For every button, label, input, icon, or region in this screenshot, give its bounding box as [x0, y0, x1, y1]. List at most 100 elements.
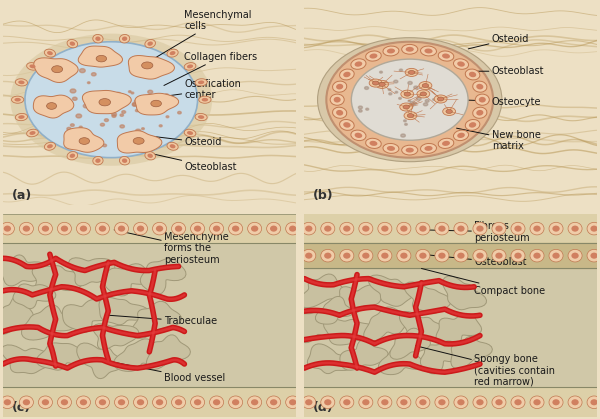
Ellipse shape: [289, 399, 296, 405]
Text: Osteoid: Osteoid: [134, 134, 222, 147]
Ellipse shape: [42, 225, 49, 232]
Circle shape: [398, 98, 401, 99]
Ellipse shape: [420, 92, 427, 96]
Circle shape: [136, 109, 139, 112]
Ellipse shape: [352, 59, 468, 140]
Ellipse shape: [321, 396, 335, 409]
Ellipse shape: [324, 399, 331, 405]
Polygon shape: [421, 341, 461, 374]
Circle shape: [83, 104, 89, 108]
Ellipse shape: [187, 65, 193, 68]
Ellipse shape: [184, 62, 196, 70]
Ellipse shape: [343, 399, 350, 405]
Ellipse shape: [376, 80, 389, 88]
Ellipse shape: [52, 66, 62, 72]
Ellipse shape: [18, 80, 25, 84]
Ellipse shape: [148, 41, 153, 46]
Polygon shape: [297, 312, 338, 343]
Circle shape: [359, 110, 362, 112]
Ellipse shape: [170, 144, 175, 148]
Ellipse shape: [145, 152, 155, 160]
Ellipse shape: [400, 225, 407, 232]
Circle shape: [166, 116, 169, 118]
Polygon shape: [117, 131, 162, 153]
Circle shape: [404, 124, 407, 125]
Ellipse shape: [61, 225, 68, 232]
Ellipse shape: [437, 97, 444, 101]
Ellipse shape: [419, 253, 427, 259]
Text: (c): (c): [12, 401, 31, 414]
Polygon shape: [140, 259, 186, 295]
Circle shape: [94, 60, 100, 64]
Ellipse shape: [419, 399, 427, 405]
Ellipse shape: [387, 146, 395, 151]
Ellipse shape: [401, 90, 414, 98]
Ellipse shape: [465, 69, 480, 80]
Ellipse shape: [533, 399, 541, 405]
Circle shape: [159, 125, 162, 127]
Ellipse shape: [305, 399, 313, 405]
Ellipse shape: [454, 396, 468, 409]
Ellipse shape: [407, 114, 413, 118]
Text: Mesenchymal
cells: Mesenchymal cells: [146, 10, 252, 63]
Ellipse shape: [70, 41, 75, 46]
Ellipse shape: [496, 253, 503, 259]
Ellipse shape: [115, 222, 128, 235]
Ellipse shape: [44, 142, 56, 150]
Polygon shape: [443, 276, 487, 310]
Ellipse shape: [383, 143, 399, 153]
Text: Collagen fibers: Collagen fibers: [164, 52, 257, 85]
Ellipse shape: [476, 84, 484, 90]
Ellipse shape: [406, 47, 414, 52]
Ellipse shape: [42, 399, 49, 405]
Polygon shape: [37, 343, 91, 370]
Ellipse shape: [232, 399, 239, 405]
Ellipse shape: [118, 225, 125, 232]
Ellipse shape: [397, 396, 411, 409]
Ellipse shape: [305, 253, 313, 259]
Ellipse shape: [18, 115, 25, 119]
Ellipse shape: [156, 399, 163, 405]
Ellipse shape: [370, 141, 377, 146]
Text: Mesenchyme
forms the
periosteum: Mesenchyme forms the periosteum: [114, 230, 229, 265]
Polygon shape: [135, 93, 179, 115]
Ellipse shape: [400, 399, 407, 405]
Ellipse shape: [286, 396, 300, 409]
Ellipse shape: [26, 62, 38, 70]
Ellipse shape: [209, 396, 224, 409]
Circle shape: [366, 108, 369, 110]
Circle shape: [365, 87, 368, 89]
Polygon shape: [34, 58, 78, 83]
Ellipse shape: [209, 222, 224, 235]
Bar: [304, 243, 597, 269]
Polygon shape: [400, 312, 446, 342]
Circle shape: [112, 115, 116, 117]
Ellipse shape: [568, 249, 582, 262]
Ellipse shape: [19, 396, 34, 409]
Ellipse shape: [324, 225, 331, 232]
Ellipse shape: [438, 225, 446, 232]
Ellipse shape: [251, 399, 259, 405]
Ellipse shape: [191, 396, 205, 409]
Ellipse shape: [229, 222, 242, 235]
Ellipse shape: [409, 70, 415, 75]
Ellipse shape: [80, 225, 87, 232]
Ellipse shape: [119, 156, 130, 165]
Ellipse shape: [404, 92, 410, 96]
Ellipse shape: [362, 253, 370, 259]
Ellipse shape: [438, 138, 454, 148]
Ellipse shape: [199, 96, 211, 103]
Ellipse shape: [266, 222, 281, 235]
Circle shape: [75, 131, 79, 134]
Ellipse shape: [1, 396, 14, 409]
Ellipse shape: [93, 34, 103, 43]
Ellipse shape: [406, 147, 414, 153]
Polygon shape: [451, 336, 493, 369]
Ellipse shape: [194, 225, 201, 232]
Ellipse shape: [343, 225, 350, 232]
Circle shape: [103, 144, 107, 147]
Ellipse shape: [355, 133, 362, 138]
Ellipse shape: [336, 84, 343, 90]
Ellipse shape: [421, 143, 436, 153]
Ellipse shape: [362, 399, 370, 405]
